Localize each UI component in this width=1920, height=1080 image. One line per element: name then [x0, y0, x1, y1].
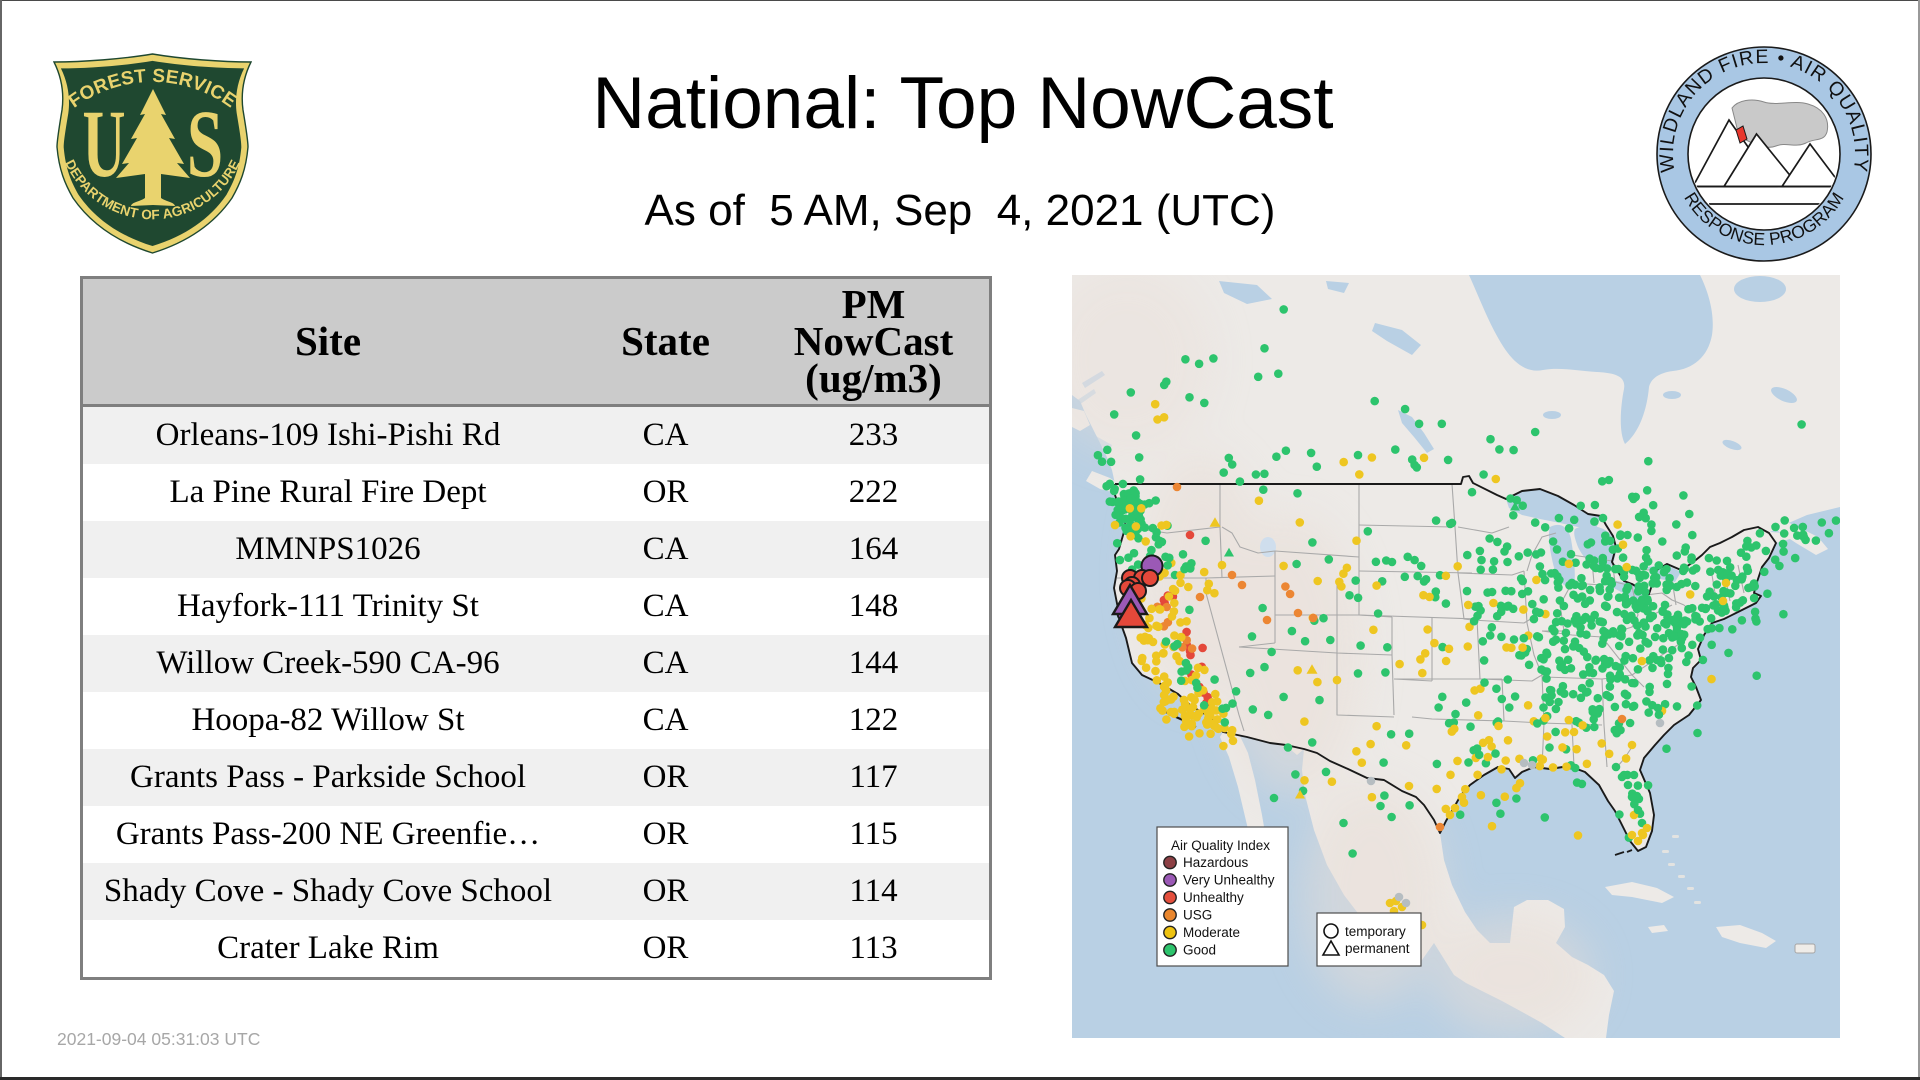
- svg-text:Moderate: Moderate: [1183, 925, 1240, 940]
- svg-text:Air Quality Index: Air Quality Index: [1171, 838, 1270, 853]
- svg-text:U: U: [83, 92, 126, 198]
- svg-text:S: S: [187, 91, 223, 197]
- svg-text:USG: USG: [1183, 908, 1212, 923]
- svg-text:Hazardous: Hazardous: [1183, 855, 1249, 870]
- svg-text:permanent: permanent: [1345, 941, 1410, 956]
- svg-text:Unhealthy: Unhealthy: [1183, 890, 1244, 905]
- svg-text:temporary: temporary: [1345, 924, 1406, 939]
- svg-text:Very Unhealthy: Very Unhealthy: [1183, 873, 1275, 888]
- svg-text:Good: Good: [1183, 943, 1216, 958]
